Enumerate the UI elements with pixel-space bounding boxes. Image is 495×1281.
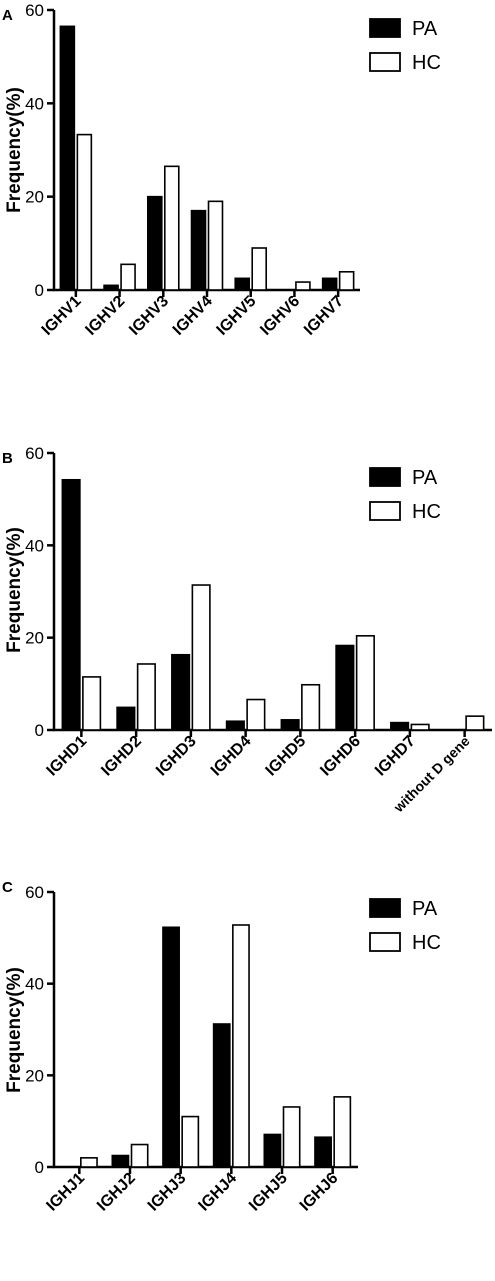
bar-hc-ighv3 — [163, 165, 180, 291]
bar-hc-ighd3 — [191, 584, 211, 731]
x-category-label: IGHD1 — [44, 733, 91, 780]
bar-pa-ighd3 — [171, 653, 191, 731]
bar-hc-ighd7 — [410, 723, 430, 731]
x-category-label: IGHD4 — [208, 733, 255, 780]
y-tick-label: 0 — [35, 721, 44, 740]
bar-hc-ighd4 — [246, 698, 266, 731]
bar-pa-ighj6 — [314, 1136, 332, 1168]
bar-pa-ighd5 — [280, 719, 300, 731]
y-tick-label: 20 — [25, 1066, 44, 1085]
legend-label-hc: HC — [412, 52, 441, 74]
bar-hc-ighd6 — [355, 635, 375, 731]
x-category-label: IGHD5 — [263, 733, 310, 780]
x-category-label: IGHV3 — [126, 293, 172, 339]
legend-label-hc: HC — [412, 501, 441, 523]
x-category-label: IGHD7 — [372, 733, 419, 780]
legend-swatch-pa — [369, 18, 401, 38]
x-category-label: IGHD2 — [98, 733, 145, 780]
x-category-label: IGHV2 — [82, 293, 128, 339]
x-category-label: IGHJ4 — [195, 1170, 240, 1215]
bar-hc-ighv4 — [207, 200, 224, 291]
bar-pa-ighj5 — [263, 1133, 282, 1168]
legend-swatch-pa — [369, 898, 401, 918]
x-category-label: IGHD3 — [153, 733, 200, 780]
bar-hc-ighv1 — [76, 133, 93, 291]
x-category-label: IGHJ5 — [246, 1170, 291, 1215]
bar-hc-ighj1 — [80, 1157, 98, 1168]
bar-hc-ighj3 — [181, 1115, 200, 1168]
bar-hc-ighd2 — [136, 663, 156, 731]
legend-label-pa: PA — [412, 467, 438, 489]
panel-label: B — [2, 450, 13, 467]
x-category-label: IGHJ6 — [297, 1170, 342, 1215]
bar-hc-ighv5 — [251, 247, 268, 291]
legend-label-pa: PA — [412, 898, 438, 920]
y-tick-label: 60 — [25, 883, 44, 902]
bar-pa-ighd7 — [390, 721, 410, 731]
bar-pa-ighv7 — [321, 277, 338, 291]
x-category-label: IGHJ1 — [43, 1170, 88, 1215]
x-category-label: IGHV5 — [214, 293, 260, 339]
bar-pa-ighj3 — [162, 926, 180, 1168]
bar-pa-ighv1 — [59, 25, 76, 291]
bar-pa-ighd6 — [335, 644, 355, 731]
y-tick-label: 60 — [25, 444, 44, 463]
bar-hc-ighj4 — [232, 924, 250, 1168]
legend-label-pa: PA — [412, 18, 438, 40]
bar-pa-ighd4 — [225, 720, 245, 731]
legend-swatch-hc — [369, 932, 401, 952]
x-category-label: IGHV1 — [39, 293, 85, 339]
x-category-label: IGHJ3 — [145, 1170, 190, 1215]
bar-hc-without-d-gene — [465, 715, 485, 731]
y-axis-title: Frequency(%) — [4, 87, 25, 213]
bar-pa-ighv5 — [234, 277, 251, 291]
y-tick-label: 60 — [25, 1, 44, 20]
y-tick-label: 0 — [35, 1158, 44, 1177]
bar-hc-ighv7 — [338, 270, 355, 291]
chart-panel-c: C 0 20 40 60 Frequency(%) IGHJ1 IGHJ2 IGHJ3 IGHJ4… — [0, 855, 495, 1276]
bar-hc-ighj2 — [130, 1143, 149, 1168]
y-tick-label: 40 — [25, 94, 44, 113]
bar-chart-c: C 0 20 40 60 Frequency(%) IGHJ1 IGHJ2 IGHJ3 IGHJ4… — [2, 879, 441, 1215]
bar-pa-ighj2 — [111, 1154, 130, 1168]
bar-chart-b: B 0 20 40 60 Frequency(%) IGHD1 IGHD2 IGHD3 IGHD4… — [2, 444, 492, 816]
y-tick-label: 40 — [25, 536, 44, 555]
y-axis-title: Frequency(%) — [4, 527, 25, 653]
panel-label: C — [2, 879, 13, 896]
y-tick-label: 0 — [35, 281, 44, 300]
x-category-label: IGHJ2 — [94, 1170, 139, 1215]
bar-pa-ighv3 — [146, 195, 163, 291]
panel-label: A — [2, 7, 13, 24]
bar-hc-ighj5 — [282, 1106, 301, 1168]
bar-hc-ighv6 — [295, 281, 311, 291]
x-category-label: IGHD6 — [317, 733, 364, 780]
bar-pa-ighd2 — [116, 706, 136, 731]
legend-label-hc: HC — [412, 932, 441, 954]
bar-hc-ighd1 — [82, 676, 102, 731]
chart-panel-b: B 0 20 40 60 Frequency(%) IGHD1 IGHD2 IGHD3 IGHD4… — [0, 425, 495, 855]
legend-swatch-hc — [369, 501, 401, 521]
y-tick-label: 20 — [25, 188, 44, 207]
y-axis-title: Frequency(%) — [4, 967, 25, 1093]
x-category-label: IGHV7 — [301, 293, 347, 339]
bar-hc-ighj6 — [333, 1096, 352, 1168]
y-tick-label: 40 — [25, 975, 44, 994]
legend-swatch-hc — [369, 52, 401, 72]
bar-pa-ighj4 — [212, 1023, 231, 1168]
bar-hc-ighv2 — [120, 263, 136, 291]
bar-chart-a: A 0 20 40 60 Frequency(%) IGHV1IGHV2IGHV3IGHV4… — [2, 1, 441, 339]
x-category-label: IGHV6 — [257, 293, 303, 339]
bar-pa-ighd1 — [61, 478, 81, 731]
x-category-label: IGHV4 — [170, 293, 216, 339]
y-tick-label: 20 — [25, 629, 44, 648]
bar-pa-ighv4 — [190, 209, 207, 291]
chart-panel-a: A 0 20 40 60 Frequency(%) IGHV1 IGHV2 IGHV3 IGHV4… — [0, 0, 495, 425]
legend-swatch-pa — [369, 467, 401, 487]
bar-pa-ighv2 — [103, 284, 119, 291]
bar-hc-ighd5 — [301, 683, 321, 731]
